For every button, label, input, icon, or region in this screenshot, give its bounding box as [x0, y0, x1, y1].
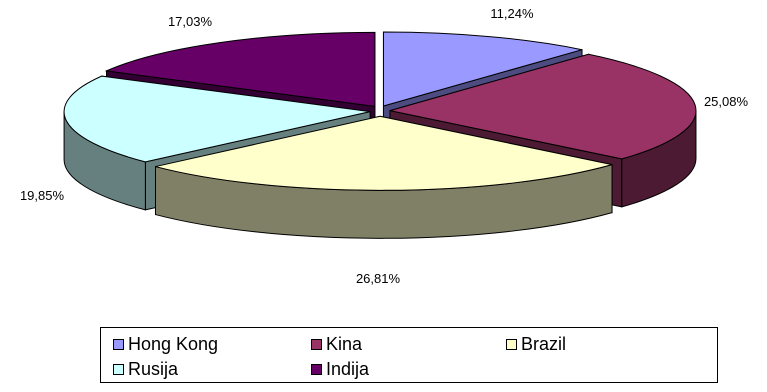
- legend-item-kina: Kina: [311, 334, 362, 354]
- legend-item-indija: Indija: [311, 359, 369, 379]
- slice-kina: [389, 53, 697, 160]
- legend-item-hong-kong: Hong Kong: [113, 334, 218, 354]
- pie-chart: 11,24% 25,08% 26,81% 19,85% 17,03%: [20, 6, 749, 286]
- pie-tops: [63, 31, 697, 191]
- legend-item-brazil: Brazil: [506, 334, 566, 354]
- slice-indija: [104, 31, 376, 107]
- slice-rusija: [63, 75, 371, 163]
- data-label-kina: 25,08%: [704, 94, 749, 109]
- legend-swatch: [311, 338, 322, 350]
- legend-swatch: [311, 363, 322, 375]
- legend-label: Indija: [326, 359, 370, 379]
- chart-legend: Hong Kong Kina Brazil Rusija Indija: [100, 327, 718, 383]
- data-label-rusija: 19,85%: [20, 188, 65, 203]
- pie-labels: 11,24% 25,08% 26,81% 19,85% 17,03%: [20, 6, 749, 286]
- slice-hong-kong: [382, 31, 583, 107]
- data-label-indija: 17,03%: [168, 14, 213, 29]
- legend-label: Kina: [326, 334, 363, 354]
- legend-label: Hong Kong: [128, 334, 219, 354]
- legend-swatch: [506, 338, 517, 350]
- slice-brazil: [155, 115, 613, 191]
- legend-label: Brazil: [521, 334, 567, 354]
- legend-swatch: [113, 363, 124, 375]
- legend-swatch: [113, 338, 124, 350]
- legend-item-rusija: Rusija: [113, 359, 178, 379]
- data-label-brazil: 26,81%: [356, 271, 401, 286]
- data-label-hong-kong: 11,24%: [490, 6, 534, 21]
- legend-label: Rusija: [128, 359, 179, 379]
